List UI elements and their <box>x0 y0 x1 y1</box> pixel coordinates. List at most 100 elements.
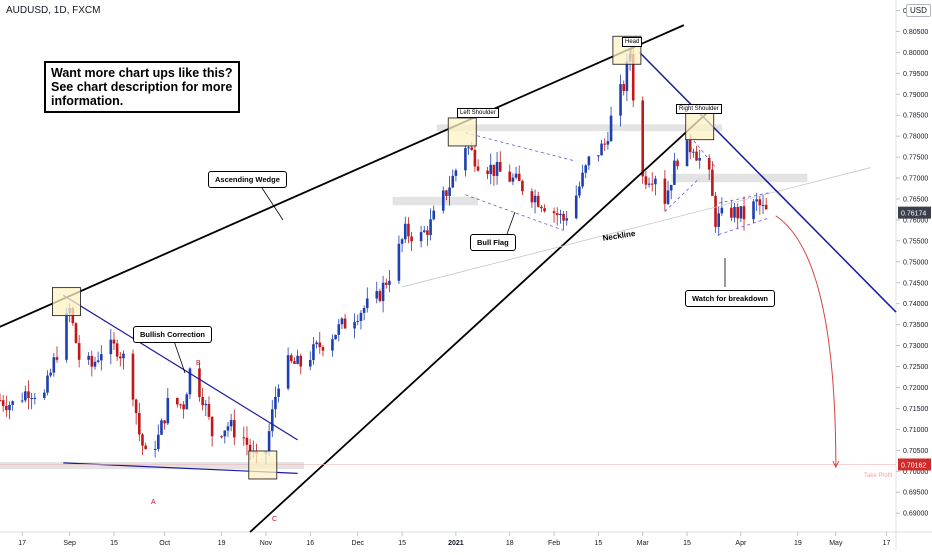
candle-body <box>312 344 315 361</box>
candle-body <box>198 368 201 397</box>
candle-body <box>641 100 645 177</box>
candle-body <box>166 398 170 424</box>
candle-body <box>407 223 410 237</box>
candle-body <box>511 177 515 182</box>
consolidation-lower <box>718 217 770 235</box>
candle-body <box>388 280 391 285</box>
candle-body <box>752 201 755 220</box>
candle-body <box>562 213 565 221</box>
wedge-lower <box>249 110 710 533</box>
candle-body <box>343 318 347 329</box>
candle-body <box>46 375 49 393</box>
price-axis[interactable]: 0.69000 0.69500 0.70000 0.70500 0.71000 0.715… <box>896 8 931 518</box>
symbol-title[interactable]: AUDUSD, 1D, FXCM <box>6 5 101 16</box>
x-tick-label: May <box>829 540 843 547</box>
candle-body <box>654 178 657 185</box>
candle-body <box>536 195 540 207</box>
candle-body <box>308 360 312 367</box>
currency-button[interactable]: USD <box>906 4 931 17</box>
candle-body <box>286 355 290 389</box>
left-shoulder-box <box>447 117 477 147</box>
candle-body <box>43 392 46 398</box>
candle-body <box>321 347 325 351</box>
candle-body <box>185 394 189 410</box>
candle-body <box>270 409 274 432</box>
candle-body <box>400 239 404 244</box>
y-tick-label: 0.79000 <box>903 92 928 99</box>
candle-body <box>676 160 679 167</box>
candle-body <box>176 398 179 405</box>
candle-body <box>422 230 426 233</box>
projection-arrowhead <box>832 460 840 469</box>
promo-note: Want more chart ups like this? See chart… <box>44 61 240 113</box>
neckline <box>401 167 871 288</box>
x-tick-label: 15 <box>594 540 602 547</box>
y-tick-label: 0.74000 <box>903 301 928 308</box>
candle-body <box>160 420 163 435</box>
candle-body <box>717 213 720 227</box>
candle-body <box>11 401 14 405</box>
candle-body <box>685 140 689 167</box>
candle-body <box>8 404 11 411</box>
candle-body <box>476 166 480 171</box>
candle-body <box>533 195 537 203</box>
y-tick-label: 0.70500 <box>903 448 928 455</box>
candle-body <box>277 388 280 397</box>
candle-body <box>742 206 746 220</box>
candle-body <box>375 291 379 299</box>
flag-leader <box>506 211 516 235</box>
time-axis[interactable]: 17 Sep 15 Oct 19 Nov 16 Dec 15 2021 18 Feb 15 Mar 15 Ap… <box>18 532 890 547</box>
candle-body <box>622 84 626 91</box>
y-tick-label: 0.72000 <box>903 385 928 392</box>
candle-body <box>755 199 758 202</box>
candle-body <box>666 190 670 204</box>
candle-body <box>410 236 413 242</box>
left-shoulder-zone <box>436 124 722 132</box>
candle-body <box>55 357 59 360</box>
candle-body <box>144 445 147 450</box>
candle-body <box>631 53 635 101</box>
candle-body <box>761 204 765 206</box>
x-tick-label: 19 <box>794 540 802 547</box>
candle-body <box>578 186 581 196</box>
candle-body <box>517 173 521 181</box>
candle-body <box>153 448 157 450</box>
x-tick-label: 15 <box>110 540 118 547</box>
candle-body <box>514 173 518 178</box>
candle-body <box>540 206 543 209</box>
candle-body <box>669 184 673 191</box>
candle-body <box>220 436 223 438</box>
candle-body <box>179 404 182 406</box>
candle-body <box>448 187 451 197</box>
bullish-correction-label: Bullish Correction <box>133 326 213 343</box>
candle-body <box>74 323 78 344</box>
candle-body <box>87 355 90 360</box>
x-tick-label: Sep <box>63 540 76 547</box>
candle-body <box>1 400 5 406</box>
candle-body <box>229 420 233 427</box>
current-price-tag-bg <box>898 206 931 219</box>
rs-channel-lower <box>664 177 700 212</box>
y-tick-label: 0.78500 <box>903 113 928 120</box>
candle-body <box>647 183 651 185</box>
candle-body <box>432 210 436 220</box>
candle-body <box>226 426 230 431</box>
candle-body <box>470 147 474 150</box>
consolidation-upper <box>718 192 770 204</box>
candle-body <box>90 355 94 367</box>
candle-body <box>138 413 141 435</box>
candle-body <box>650 183 654 185</box>
y-tick-label: 0.76000 <box>903 217 928 224</box>
x-tick-label: Dec <box>352 540 365 547</box>
candle-body <box>96 360 100 362</box>
candle-body <box>426 230 429 236</box>
candle-body <box>337 324 341 335</box>
candle-body <box>5 405 8 411</box>
candle-body <box>49 372 52 376</box>
candle-body <box>441 190 445 211</box>
y-tick-label: 0.77500 <box>903 155 928 162</box>
candle-body <box>356 320 360 322</box>
flag-zone <box>392 196 479 206</box>
candle-body <box>587 156 591 166</box>
